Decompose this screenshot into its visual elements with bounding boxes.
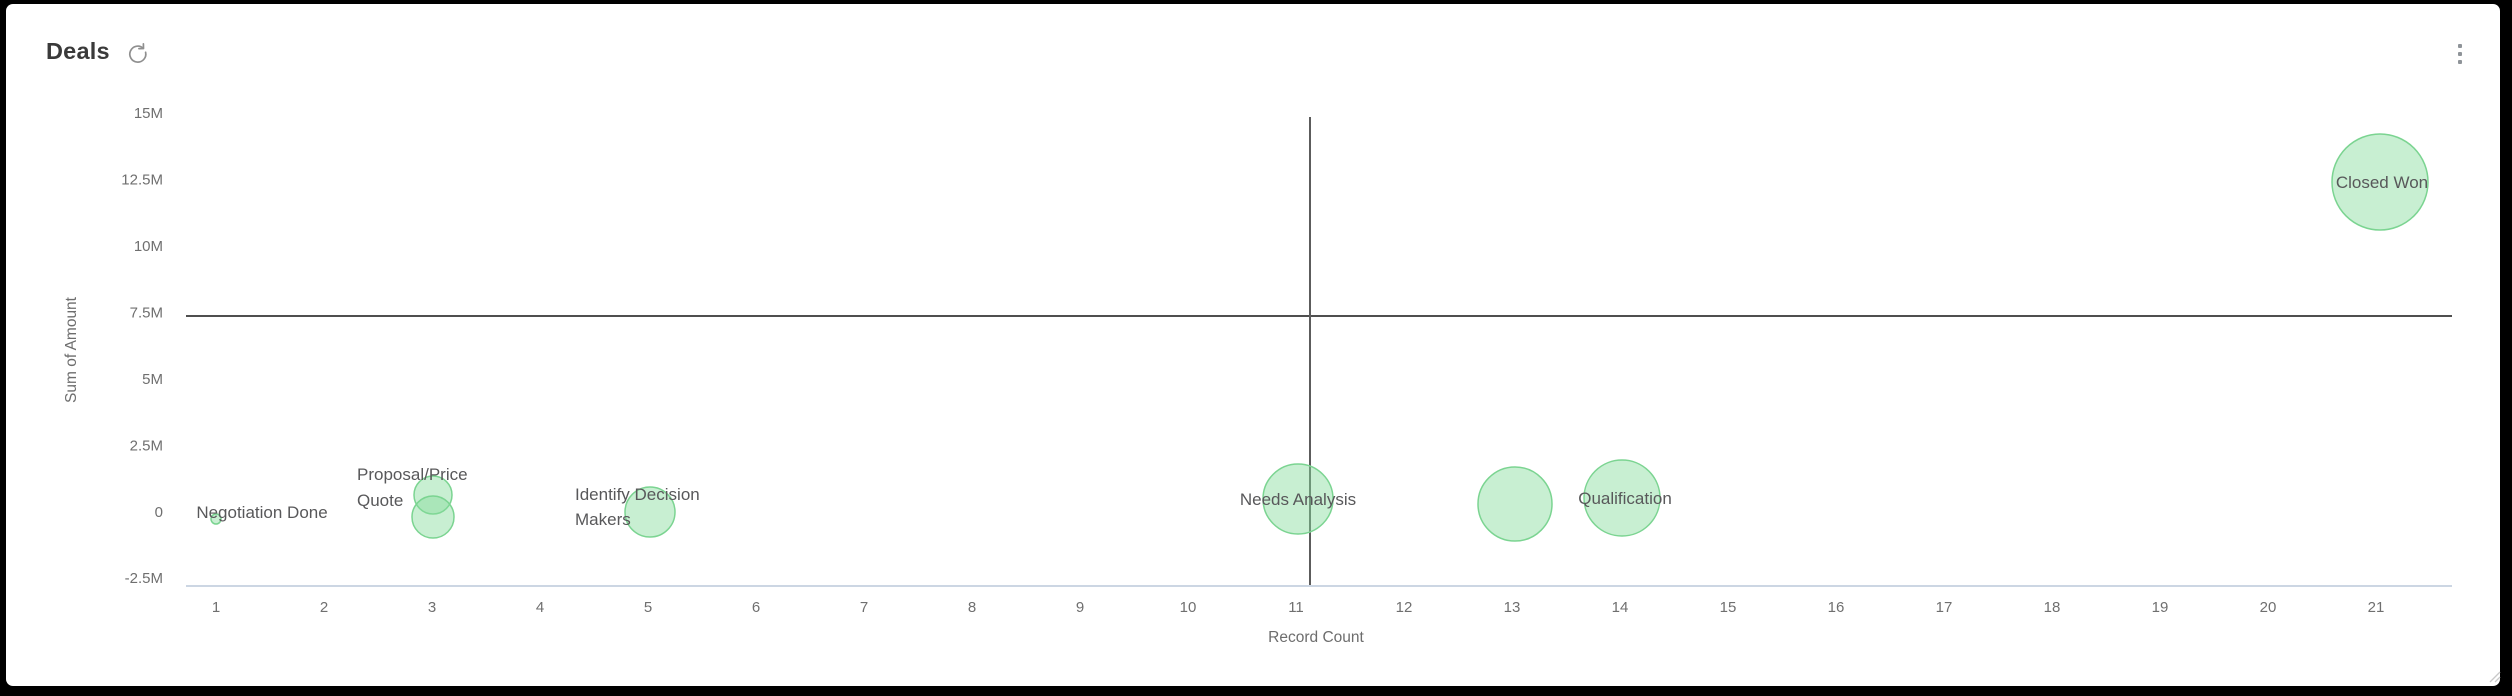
x-tick: 7 bbox=[860, 599, 868, 616]
bubble-label-qualification: Qualification bbox=[1578, 489, 1672, 508]
y-tick: 7.5M bbox=[130, 305, 163, 322]
x-tick: 21 bbox=[2368, 599, 2385, 616]
x-tick: 3 bbox=[428, 599, 436, 616]
x-tick: 8 bbox=[968, 599, 976, 616]
widget-menu-button[interactable] bbox=[2448, 38, 2472, 70]
y-tick: 0 bbox=[155, 504, 163, 521]
bubble-needs-analysis[interactable] bbox=[1262, 463, 1334, 535]
y-tick: -2.5M bbox=[125, 570, 163, 587]
kebab-menu-icon bbox=[2457, 51, 2463, 57]
bubble-series bbox=[210, 133, 2429, 542]
x-tick: 17 bbox=[1936, 599, 1953, 616]
y-tick: 15M bbox=[134, 105, 163, 122]
bubble-label-proposal-line1: Proposal/Price bbox=[357, 465, 468, 484]
x-tick: 14 bbox=[1612, 599, 1629, 616]
x-axis-title: Record Count bbox=[1268, 629, 1364, 646]
x-tick: 11 bbox=[1288, 599, 1304, 616]
x-tick: 15 bbox=[1720, 599, 1737, 616]
bubble-labels: Negotiation Done Proposal/Price Quote Id… bbox=[196, 173, 2428, 529]
x-tick: 6 bbox=[752, 599, 760, 616]
y-tick: 12.5M bbox=[121, 172, 163, 189]
bubble-label-proposal-line2: Quote bbox=[357, 491, 403, 510]
y-axis-ticks: 15M 12.5M 10M 7.5M 5M 2.5M 0 -2.5M bbox=[121, 105, 163, 587]
x-tick: 4 bbox=[536, 599, 544, 616]
bubble-label-closed-won: Closed Won bbox=[2336, 173, 2428, 192]
x-axis-ticks: 1 2 3 4 5 6 7 8 9 10 11 12 13 14 15 16 1… bbox=[212, 599, 2385, 616]
y-tick: 5M bbox=[142, 371, 163, 388]
bubble-label-identify-line2: Makers bbox=[575, 510, 631, 529]
refresh-icon bbox=[128, 43, 147, 63]
bubble-unlabeled-x3[interactable] bbox=[411, 495, 455, 539]
x-tick: 5 bbox=[644, 599, 652, 616]
deals-widget-card bbox=[6, 4, 2500, 686]
widget-title: Deals bbox=[46, 38, 110, 64]
x-tick: 19 bbox=[2152, 599, 2169, 616]
x-tick: 9 bbox=[1076, 599, 1084, 616]
bubble-label-identify-line1: Identify Decision bbox=[575, 485, 700, 504]
bubble-closed-won[interactable] bbox=[2331, 133, 2429, 231]
kebab-menu-icon bbox=[2457, 43, 2463, 49]
x-tick: 2 bbox=[320, 599, 328, 616]
x-tick: 20 bbox=[2260, 599, 2277, 616]
y-tick: 10M bbox=[134, 238, 163, 255]
bubble-qualification[interactable] bbox=[1583, 459, 1661, 537]
kebab-menu-icon bbox=[2457, 59, 2463, 65]
x-tick: 16 bbox=[1828, 599, 1845, 616]
resize-grip-icon[interactable] bbox=[2487, 669, 2501, 683]
bubble-negotiation-done[interactable] bbox=[210, 513, 222, 525]
y-axis-title: Sum of Amount bbox=[63, 296, 80, 403]
x-tick: 13 bbox=[1504, 599, 1521, 616]
refresh-button[interactable] bbox=[126, 41, 150, 65]
y-tick: 2.5M bbox=[130, 438, 163, 455]
x-tick: 10 bbox=[1180, 599, 1197, 616]
x-tick: 18 bbox=[2044, 599, 2061, 616]
bubble-unlabeled-x13[interactable] bbox=[1477, 466, 1553, 542]
bubble-label-negotiation-done: Negotiation Done bbox=[196, 503, 327, 522]
bubble-identify-decision-makers[interactable] bbox=[624, 486, 676, 538]
bubble-label-needs-analysis: Needs Analysis bbox=[1240, 490, 1356, 509]
x-tick: 1 bbox=[212, 599, 220, 616]
x-tick: 12 bbox=[1396, 599, 1413, 616]
bubble-proposal-price-quote[interactable] bbox=[413, 475, 453, 515]
